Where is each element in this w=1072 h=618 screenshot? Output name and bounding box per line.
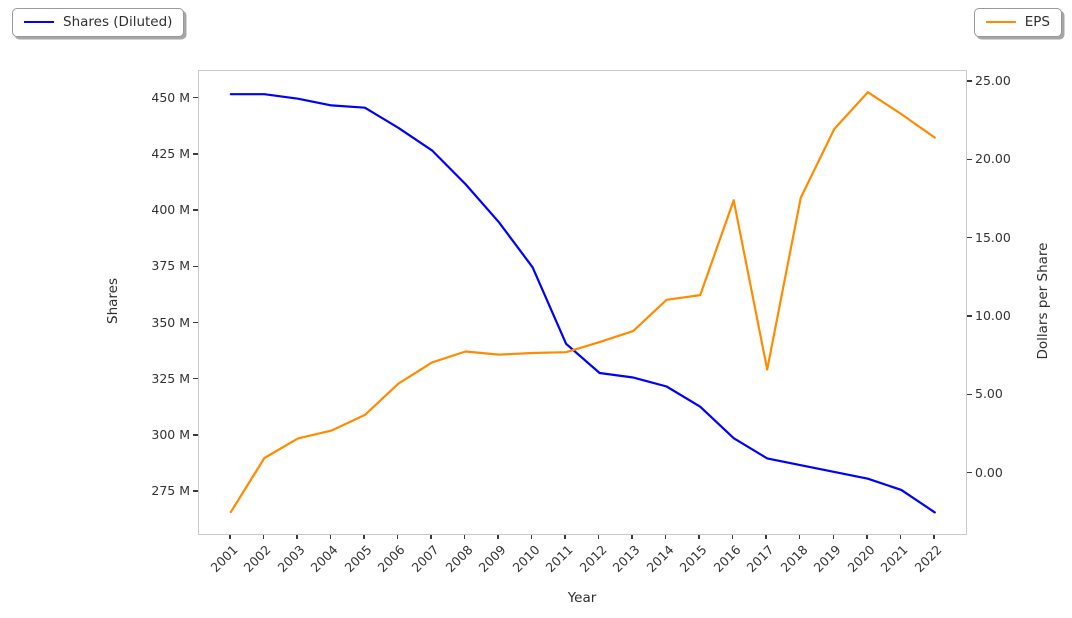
legend-eps: EPS — [973, 8, 1062, 37]
y-tick-label-left: 400 M — [151, 202, 190, 218]
y-tick-label-left: 425 M — [151, 145, 190, 161]
y-axis-title-right: Dollars per Share — [1035, 242, 1051, 360]
x-tick-mark — [597, 534, 600, 539]
y-tick-label-left: 350 M — [151, 314, 190, 330]
y-tick-mark-right — [966, 236, 972, 239]
y-tick-label-left: 275 M — [151, 483, 190, 499]
x-tick-label: 2006 — [374, 542, 409, 576]
x-tick-mark — [832, 534, 834, 539]
y-tick-mark-right — [966, 315, 972, 317]
y-tick-mark-left — [192, 434, 198, 436]
x-tick-label: 2014 — [643, 542, 677, 576]
x-tick-mark — [229, 534, 231, 539]
x-tick-mark — [564, 534, 566, 539]
x-tick-mark — [396, 534, 399, 539]
y-tick-mark-left — [192, 490, 198, 492]
x-tick-mark — [530, 534, 533, 539]
y-tick-label-right: 0.00 — [975, 464, 1003, 480]
x-tick-mark — [933, 534, 935, 539]
x-tick-mark — [698, 534, 700, 539]
x-tick-label: 2008 — [442, 542, 476, 576]
y-tick-mark-left — [192, 209, 198, 211]
plot-area — [198, 70, 967, 535]
x-tick-mark — [329, 534, 332, 539]
x-tick-mark — [731, 534, 734, 539]
x-tick-mark — [296, 534, 298, 539]
y-tick-mark-left — [192, 377, 198, 380]
x-tick-label: 2015 — [676, 542, 710, 576]
y-tick-mark-left — [192, 265, 198, 268]
x-tick-label: 2009 — [475, 542, 509, 576]
x-tick-mark — [765, 534, 767, 539]
x-tick-label: 2016 — [710, 542, 744, 576]
y-tick-mark-right — [966, 471, 972, 474]
x-tick-label: 2003 — [274, 542, 308, 576]
x-tick-mark — [262, 534, 265, 539]
x-tick-label: 2007 — [408, 542, 442, 576]
y-tick-label-right: 20.00 — [975, 151, 1011, 167]
y-tick-mark-right — [966, 158, 972, 161]
x-tick-label: 2013 — [609, 542, 643, 576]
x-tick-label: 2020 — [844, 542, 878, 576]
x-tick-mark — [798, 534, 801, 539]
x-tick-mark — [497, 534, 499, 539]
x-tick-label: 2001 — [207, 542, 241, 576]
y-tick-label-left: 450 M — [151, 89, 190, 105]
x-tick-label: 2002 — [240, 542, 274, 576]
x-tick-label: 2018 — [777, 542, 811, 576]
x-tick-mark — [363, 534, 365, 539]
x-tick-mark — [430, 534, 432, 539]
y-tick-label-right: 15.00 — [975, 229, 1011, 245]
chart-canvas — [229, 91, 936, 514]
legend-label-eps: EPS — [1024, 14, 1050, 30]
y-tick-mark-right — [966, 393, 972, 396]
x-tick-label: 2019 — [810, 542, 844, 576]
x-tick-label: 2010 — [509, 542, 543, 576]
x-tick-label: 2017 — [743, 542, 777, 576]
y-tick-label-right: 10.00 — [975, 307, 1011, 323]
eps-line — [229, 91, 936, 514]
y-tick-mark-left — [192, 96, 198, 99]
y-tick-mark-left — [192, 321, 198, 324]
x-tick-mark — [631, 534, 633, 539]
y-tick-label-left: 375 M — [151, 258, 190, 274]
x-tick-label: 2011 — [542, 542, 576, 576]
x-tick-label: 2012 — [576, 542, 610, 576]
legend-shares-diluted: Shares (Diluted) — [12, 8, 185, 37]
x-tick-label: 2005 — [341, 542, 375, 576]
y-axis-title-left: Shares — [105, 278, 121, 324]
y-tick-mark-left — [192, 153, 198, 155]
x-tick-label: 2022 — [911, 542, 945, 576]
shares-diluted-line — [229, 93, 936, 514]
x-tick-mark — [664, 534, 667, 539]
x-tick-mark — [899, 534, 902, 539]
x-axis-title: Year — [567, 590, 597, 606]
x-tick-label: 2021 — [877, 542, 911, 576]
y-tick-label-right: 5.00 — [975, 386, 1003, 402]
legend-line-sample-shares — [24, 21, 54, 23]
y-tick-label-left: 325 M — [151, 370, 190, 386]
x-tick-label: 2004 — [307, 542, 342, 576]
y-tick-label-right: 25.00 — [975, 72, 1011, 88]
legend-label-shares: Shares (Diluted) — [63, 14, 173, 30]
x-tick-mark — [866, 534, 868, 539]
y-tick-mark-right — [966, 80, 972, 82]
x-tick-mark — [463, 534, 466, 539]
y-tick-label-left: 300 M — [151, 426, 190, 442]
legend-line-sample-eps — [985, 21, 1016, 23]
